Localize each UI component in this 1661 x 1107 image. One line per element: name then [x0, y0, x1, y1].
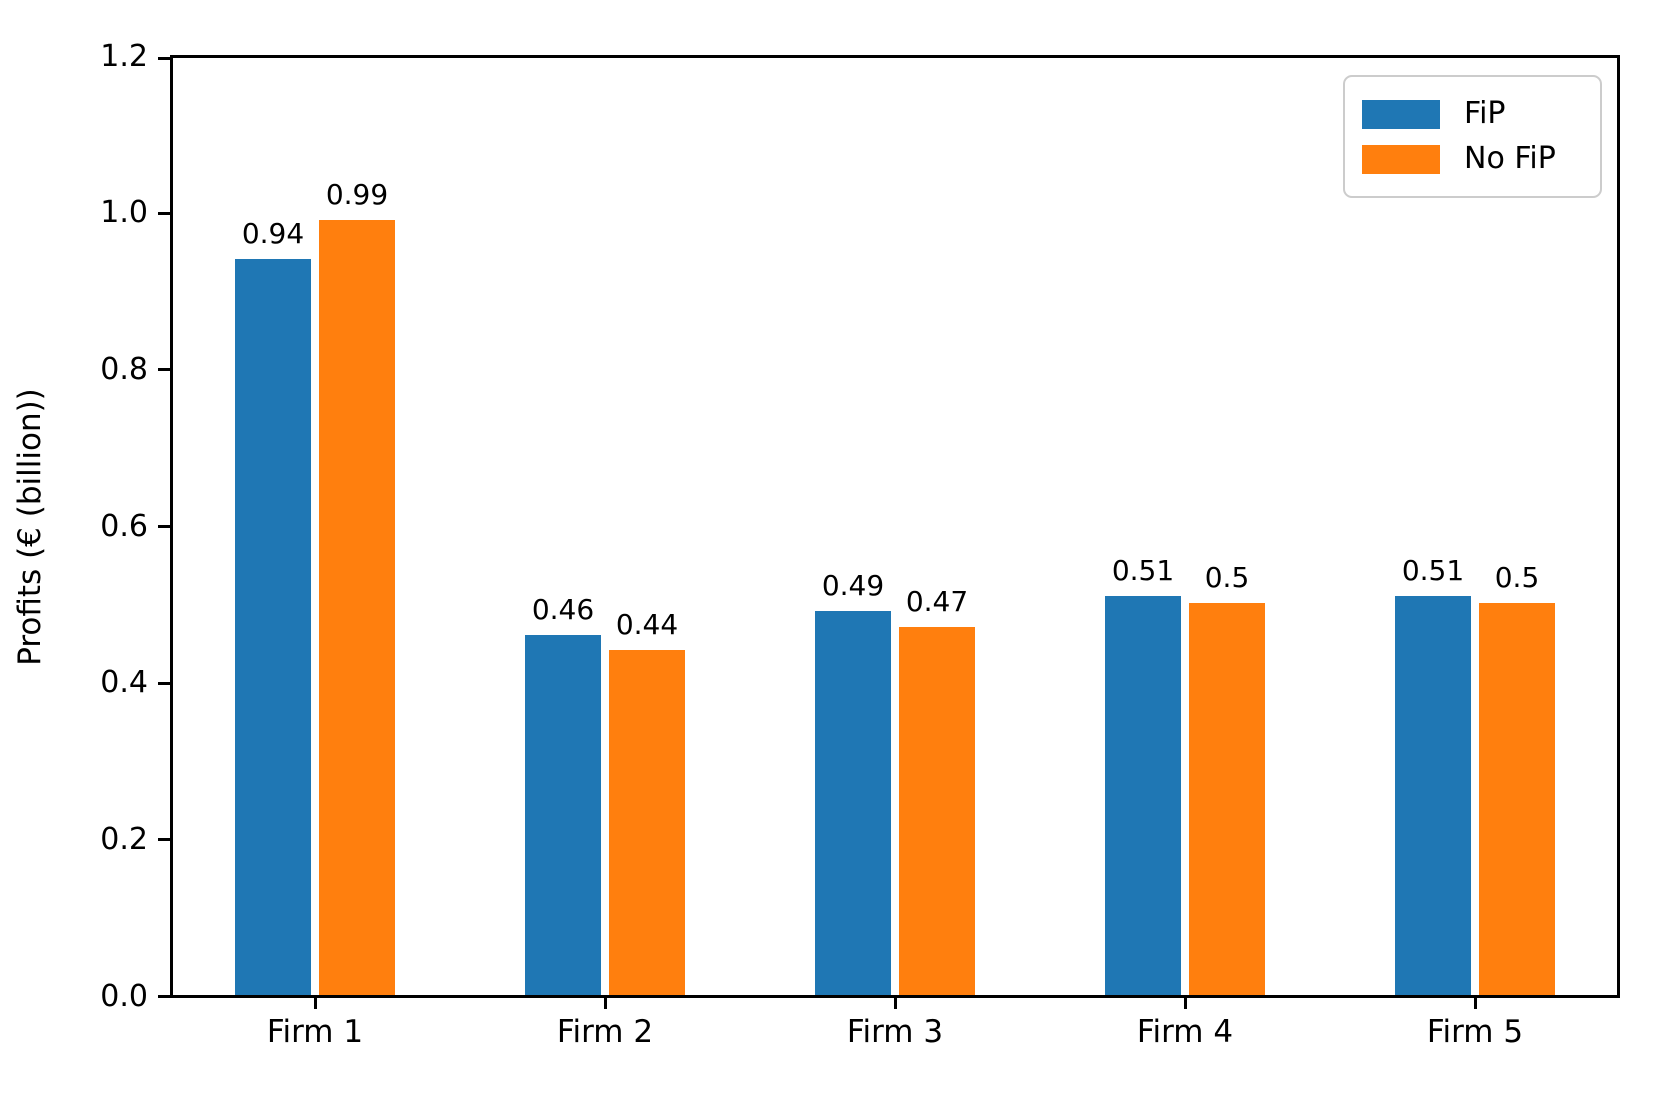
x-tick-label: Firm 1	[266, 1014, 364, 1050]
legend-swatch-fip	[1362, 99, 1440, 129]
bar-no-fip-firm-3	[899, 626, 975, 995]
y-tick-label: 0.4	[100, 665, 148, 701]
legend-row-no-fip: No FiP	[1362, 144, 1600, 174]
bar-fip-firm-1	[235, 258, 311, 995]
y-tick-label: 0.8	[100, 351, 148, 387]
legend-row-fip: FiP	[1362, 99, 1600, 129]
legend-swatch-no-fip	[1362, 144, 1440, 174]
bar-value-label: 0.44	[615, 608, 679, 642]
y-tick-mark	[158, 56, 170, 60]
bar-value-label: 0.49	[821, 569, 885, 603]
x-tick-mark	[313, 998, 317, 1009]
bar-value-label: 0.46	[531, 592, 595, 626]
bar-value-label: 0.5	[1204, 561, 1250, 595]
bar-fip-firm-2	[525, 634, 601, 995]
bar-no-fip-firm-4	[1189, 603, 1265, 995]
x-tick-mark	[603, 998, 607, 1009]
bar-value-label: 0.47	[905, 584, 969, 618]
bar-value-label: 0.51	[1401, 553, 1465, 587]
legend: FiP No FiP	[1343, 75, 1602, 198]
bar-no-fip-firm-1	[319, 219, 395, 995]
y-tick-mark	[158, 995, 170, 998]
y-tick-mark	[158, 838, 170, 842]
y-tick-mark	[158, 368, 170, 372]
x-tick-mark	[1183, 998, 1187, 1009]
bar-no-fip-firm-5	[1479, 603, 1555, 995]
bar-fip-firm-4	[1105, 595, 1181, 995]
bar-value-label: 0.51	[1111, 553, 1175, 587]
bar-no-fip-firm-2	[609, 650, 685, 995]
bar-value-label: 0.94	[241, 216, 305, 250]
legend-label-fip: FiP	[1464, 96, 1506, 131]
y-tick-label: 1.0	[100, 195, 148, 231]
y-tick-label: 0.2	[100, 821, 148, 857]
plot-area	[170, 55, 1620, 998]
x-tick-mark	[893, 998, 897, 1009]
x-tick-label: Firm 5	[1426, 1014, 1524, 1050]
y-tick-mark	[158, 681, 170, 685]
bar-fip-firm-5	[1395, 595, 1471, 995]
bar-fip-firm-3	[815, 611, 891, 995]
x-tick-label: Firm 2	[556, 1014, 654, 1050]
y-tick-mark	[158, 525, 170, 528]
bar-value-label: 0.5	[1494, 561, 1540, 595]
y-tick-label: 0.6	[100, 508, 148, 544]
y-tick-mark	[158, 211, 170, 215]
bar-value-label: 0.99	[325, 177, 389, 211]
x-tick-label: Firm 4	[1136, 1014, 1234, 1050]
x-tick-label: Firm 3	[846, 1014, 944, 1050]
legend-label-no-fip: No FiP	[1464, 141, 1556, 176]
y-tick-label: 1.2	[100, 38, 148, 74]
x-tick-mark	[1473, 998, 1477, 1009]
y-tick-label: 0.0	[100, 978, 148, 1014]
